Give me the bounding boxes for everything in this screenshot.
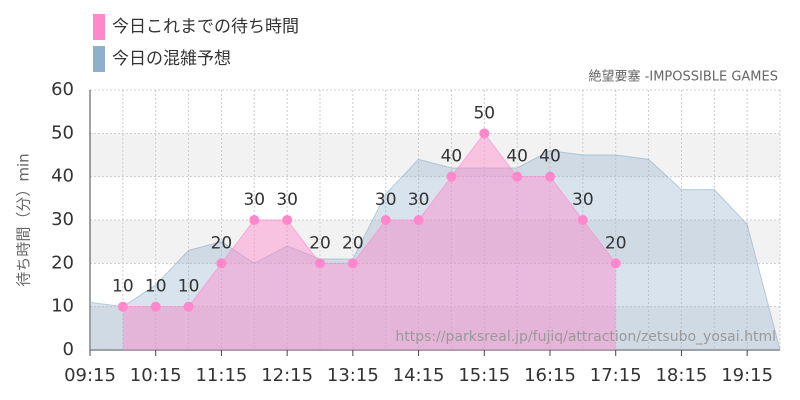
data-label: 20 xyxy=(342,233,364,253)
legend-label: 今日の混雑予想 xyxy=(112,49,231,69)
data-label: 30 xyxy=(276,190,298,210)
data-label: 20 xyxy=(309,233,331,253)
area xyxy=(122,133,616,350)
watermark: https://parksreal.jp/fujiq/attraction/ze… xyxy=(395,329,776,345)
data-label: 10 xyxy=(112,277,134,297)
point xyxy=(512,171,523,182)
x-tick-label: 14:15 xyxy=(393,365,445,386)
y-tick-label: 40 xyxy=(51,166,74,187)
point xyxy=(380,215,391,225)
point xyxy=(216,258,227,269)
point xyxy=(282,215,293,225)
data-label: 30 xyxy=(243,190,265,210)
y-tick-label: 20 xyxy=(51,252,74,273)
point xyxy=(183,301,194,312)
area xyxy=(90,150,780,350)
x-tick-label: 11:15 xyxy=(195,365,247,386)
point xyxy=(117,301,128,312)
y-tick-label: 50 xyxy=(51,122,74,143)
y-tick-label: 60 xyxy=(51,79,74,100)
grid-band xyxy=(90,220,780,264)
y-tick-label: 10 xyxy=(51,296,74,317)
y-axis-label: 待ち時間（分）min xyxy=(15,153,33,286)
point xyxy=(315,258,325,269)
data-label: 20 xyxy=(605,233,627,253)
point xyxy=(577,215,588,225)
point xyxy=(545,171,555,182)
data-label: 30 xyxy=(572,190,594,210)
line xyxy=(89,150,781,351)
point xyxy=(479,128,490,139)
point xyxy=(249,215,260,225)
x-tick-label: 19:15 xyxy=(721,365,773,386)
point xyxy=(150,301,161,312)
x-tick-label: 12:15 xyxy=(261,365,313,386)
data-label: 40 xyxy=(506,147,528,167)
x-tick-label: 09:15 xyxy=(64,365,116,386)
x-tick-label: 10:15 xyxy=(130,365,182,386)
point xyxy=(446,171,457,182)
data-label: 30 xyxy=(408,190,430,210)
data-label: 50 xyxy=(473,103,495,123)
chart-subtitle: 絶望要塞 -IMPOSSIBLE GAMES xyxy=(589,69,778,85)
data-label: 30 xyxy=(375,190,397,210)
x-tick-label: 18:15 xyxy=(655,365,707,386)
grid-band xyxy=(90,133,780,177)
point xyxy=(610,258,621,269)
line xyxy=(122,132,617,308)
point xyxy=(413,215,424,225)
y-tick-label: 30 xyxy=(51,209,74,230)
legend-swatch xyxy=(93,46,105,72)
data-label: 40 xyxy=(441,147,463,167)
data-label: 20 xyxy=(211,233,233,253)
legend-swatch xyxy=(93,14,105,40)
x-tick-label: 17:15 xyxy=(590,365,642,386)
data-label: 10 xyxy=(145,277,167,297)
y-tick-label: 0 xyxy=(63,339,74,360)
data-label: 10 xyxy=(178,277,200,297)
data-label: 40 xyxy=(539,147,561,167)
x-tick-label: 16:15 xyxy=(524,365,576,386)
x-tick-label: 15:15 xyxy=(458,365,510,386)
grid-band xyxy=(90,306,780,350)
x-tick-label: 13:15 xyxy=(327,365,379,386)
legend-label: 今日これまでの待ち時間 xyxy=(112,17,299,37)
point xyxy=(347,258,358,269)
